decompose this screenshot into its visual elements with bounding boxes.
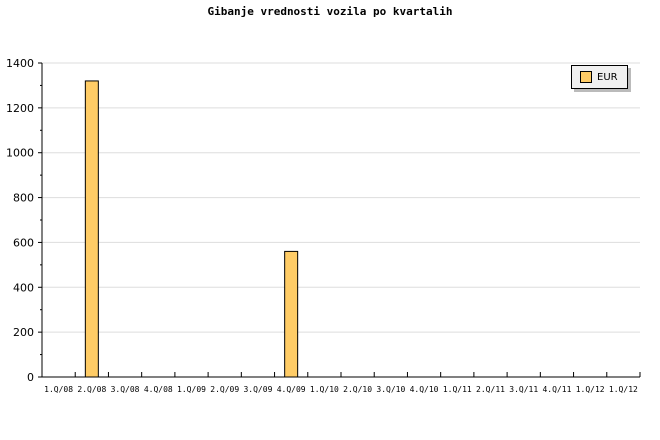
- y-tick-label: 0: [27, 371, 34, 384]
- x-tick-label: 1.Q/08: [44, 385, 73, 394]
- x-tick-label: 2.Q/11: [476, 385, 505, 394]
- legend-label-eur: EUR: [597, 71, 618, 83]
- x-tick-label: 1.Q/12: [576, 385, 605, 394]
- y-tick-label: 200: [13, 326, 34, 339]
- x-tick-label: 3.Q/09: [243, 385, 272, 394]
- bar-2.Q/08: [84, 80, 99, 378]
- x-tick-label: 4.Q/09: [277, 385, 306, 394]
- x-tick-label: 2.Q/09: [210, 385, 239, 394]
- legend: EUR: [571, 65, 628, 89]
- y-tick-label: 1200: [6, 102, 34, 115]
- x-tick-label: 2.Q/08: [77, 385, 106, 394]
- x-tick-label: 1.Q/11: [443, 385, 472, 394]
- x-tick-label: 1.Q/12: [609, 385, 638, 394]
- y-tick-label: 800: [13, 192, 34, 205]
- x-tick-label: 4.Q/10: [410, 385, 439, 394]
- chart-title: Gibanje vrednosti vozila po kvartalih: [207, 5, 453, 18]
- y-tick-label: 400: [13, 281, 34, 294]
- y-tick-label: 600: [13, 236, 34, 249]
- x-tick-label: 4.Q/11: [542, 385, 571, 394]
- x-tick-label: 2.Q/10: [343, 385, 372, 394]
- y-tick-label: 1400: [6, 57, 34, 70]
- x-tick-label: 4.Q/08: [144, 385, 173, 394]
- x-tick-label: 3.Q/10: [376, 385, 405, 394]
- x-tick-label: 1.Q/09: [177, 385, 206, 394]
- x-tick-label: 1.Q/10: [310, 385, 339, 394]
- y-tick-label: 1000: [6, 147, 34, 160]
- legend-swatch-eur: [580, 71, 592, 83]
- x-tick-label: 3.Q/08: [111, 385, 140, 394]
- x-tick-label: 3.Q/11: [509, 385, 538, 394]
- bar-4.Q/09: [284, 250, 299, 378]
